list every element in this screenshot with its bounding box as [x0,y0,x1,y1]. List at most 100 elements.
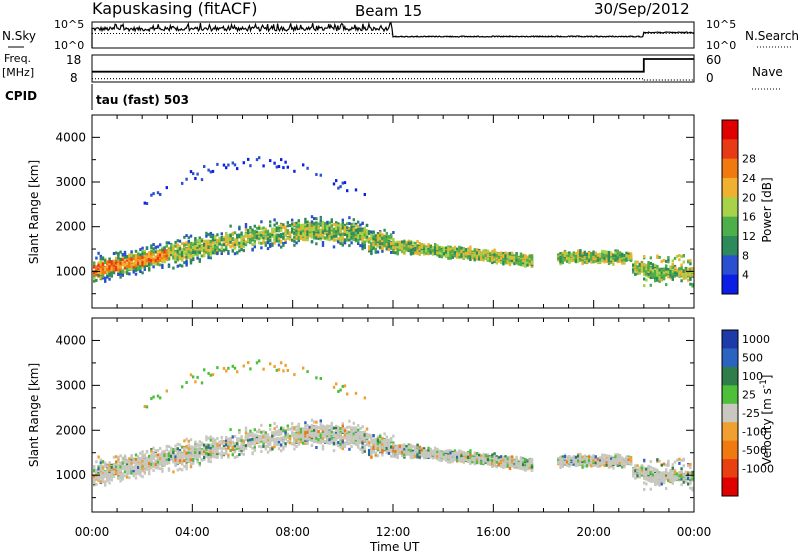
data-cell [207,233,210,237]
data-cell [192,245,195,249]
nsearch-label: N.Search [745,29,799,43]
data-cell [93,265,96,269]
data-cell [205,248,208,252]
data-cell [150,246,153,249]
data-cell [119,454,122,458]
data-cell [159,193,162,196]
data-cell [150,462,153,466]
colorbar-tick-label: 8 [742,249,749,262]
data-cell [566,260,569,263]
colorbar-swatch [722,216,738,237]
data-cell [126,271,129,275]
data-cell [251,248,254,252]
data-cell [205,234,208,238]
data-cell [634,265,637,269]
data-cell [500,251,503,255]
data-cell [299,224,303,228]
noise-search-line [92,33,694,38]
data-cell [277,225,281,229]
data-cell [354,222,358,226]
data-cell [273,223,276,227]
data-cell [264,232,267,236]
data-cell [220,252,223,255]
data-cell [310,224,314,227]
data-cell [112,455,116,459]
data-cell [660,278,663,282]
data-cell [339,185,342,189]
data-cell [284,233,287,237]
data-cell [150,448,153,452]
data-cell [141,246,144,250]
data-cell [678,268,681,272]
data-cell [121,270,124,273]
noise-right-tick-top: 10^5 [706,18,736,31]
data-cell [101,460,105,464]
data-cell [178,450,182,454]
data-cell [205,231,208,235]
data-cell [691,284,694,288]
data-cell [260,236,263,240]
data-cell [119,261,122,265]
data-cell [442,249,446,252]
data-cell [156,256,160,260]
data-cell [592,252,595,256]
data-cell [654,263,657,267]
data-cell [119,250,122,254]
data-cell [150,259,153,263]
data-cell [134,267,138,271]
data-cell [218,240,221,244]
data-cell [396,250,399,254]
data-cell [108,464,111,468]
data-cell [176,239,179,243]
data-cell [207,243,210,247]
y-tick-label: 2000 [55,220,86,234]
data-cell [123,474,127,478]
data-cell [337,237,340,241]
data-cell [115,256,118,260]
data-cell [152,260,155,264]
data-cell [108,473,111,477]
data-cell [341,232,344,236]
data-cell [306,238,309,242]
data-cell [618,253,622,257]
nsky-label: N.Sky [2,29,36,43]
data-cell [271,243,274,247]
data-cell [108,260,111,264]
colorbar-tick-label: 4 [742,269,749,282]
data-cell [559,260,562,264]
data-cell [390,241,393,245]
data-cell [143,249,146,253]
data-cell [117,476,120,480]
data-cell [475,256,479,260]
data-cell [269,235,272,238]
data-cell [445,250,448,254]
data-cell [341,243,344,247]
data-cell [159,253,162,257]
data-cell [304,222,307,226]
data-cell [143,469,146,473]
data-cell [673,256,677,260]
data-cell [678,270,681,274]
data-cell [108,265,111,269]
data-cell [310,228,314,232]
data-cell [605,260,608,263]
data-cell [350,228,353,232]
colorbar-swatch [722,255,738,276]
data-cell [280,228,283,232]
data-cell [665,270,668,274]
data-cell [174,458,177,462]
data-cell [680,266,683,270]
data-cell [247,235,250,239]
data-cell [143,252,146,255]
data-cell [247,228,250,232]
data-cell [291,218,294,222]
data-cell [185,242,188,246]
data-cell [513,256,516,260]
data-cell [225,245,228,249]
data-cell [189,457,193,460]
data-cell [372,246,375,250]
data-cell [178,239,182,243]
data-cell [152,469,155,473]
data-cell [178,448,182,452]
data-cell [258,156,261,160]
